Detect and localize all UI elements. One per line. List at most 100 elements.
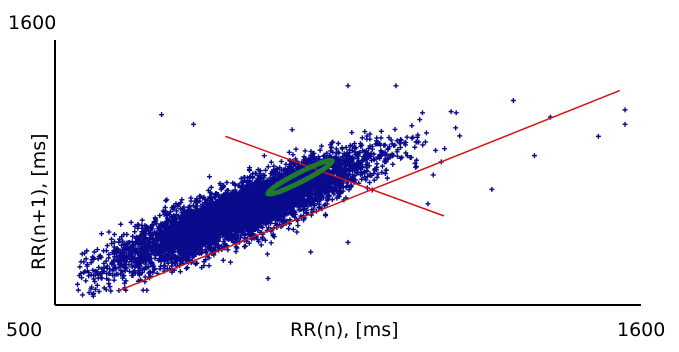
data-point [187, 250, 193, 256]
data-point [111, 231, 117, 237]
data-point [83, 278, 89, 284]
data-point [260, 224, 266, 230]
data-point [168, 209, 174, 215]
data-point [325, 196, 331, 202]
data-point [111, 277, 117, 283]
data-point [174, 208, 180, 214]
data-point [114, 246, 120, 252]
data-point [115, 246, 121, 252]
data-point [75, 281, 81, 287]
data-point [192, 205, 198, 211]
data-point [116, 239, 122, 245]
data-point [80, 292, 86, 298]
data-point [295, 223, 301, 229]
data-point [385, 146, 391, 152]
data-point [207, 194, 213, 200]
data-point [82, 268, 88, 274]
data-point [96, 289, 102, 294]
data-point [410, 134, 416, 140]
data-point [378, 128, 384, 134]
data-point [362, 129, 368, 135]
data-point [352, 145, 358, 151]
data-point [94, 282, 100, 288]
data-point [116, 253, 122, 259]
data-point [141, 267, 147, 273]
data-point [179, 197, 185, 203]
data-point [363, 162, 369, 168]
data-point [408, 154, 414, 160]
data-point [404, 153, 410, 159]
data-point [390, 161, 396, 167]
data-point [92, 286, 98, 292]
data-point [296, 207, 302, 213]
data-point [233, 249, 239, 255]
data-point [403, 150, 409, 156]
data-point [384, 175, 390, 181]
data-point [321, 153, 327, 159]
data-point [177, 251, 183, 257]
data-point [221, 241, 227, 247]
data-point [153, 251, 159, 257]
data-point [81, 259, 87, 265]
data-point [193, 260, 199, 266]
data-point [177, 206, 183, 212]
data-point [136, 263, 142, 269]
data-point [378, 135, 384, 141]
data-point [281, 167, 287, 173]
data-point [423, 130, 429, 136]
data-point [265, 164, 271, 170]
data-point [134, 248, 140, 254]
data-point [208, 184, 214, 190]
data-point [271, 234, 277, 240]
data-point [84, 248, 90, 254]
data-point [104, 243, 110, 249]
data-point [96, 264, 102, 270]
data-point [261, 175, 267, 181]
data-point [246, 232, 252, 238]
data-point [198, 250, 204, 256]
data-point [302, 148, 308, 154]
data-point [363, 177, 369, 183]
data-point [225, 196, 231, 202]
scatter-points [75, 97, 516, 299]
data-point [371, 156, 377, 162]
data-point [244, 226, 250, 232]
data-point [414, 139, 420, 145]
data-point [268, 159, 274, 165]
data-point [120, 238, 126, 244]
data-point [119, 234, 125, 240]
data-point [359, 176, 365, 182]
data-point [130, 272, 136, 278]
data-point [95, 275, 101, 281]
data-point [157, 230, 163, 236]
data-point [321, 203, 327, 209]
data-point [228, 259, 234, 265]
data-point [389, 151, 395, 157]
data-point [242, 232, 248, 238]
data-point [358, 169, 364, 175]
data-point [88, 260, 94, 266]
data-point [335, 140, 341, 146]
data-point [293, 146, 299, 152]
data-point [417, 117, 423, 123]
data-point [128, 219, 134, 225]
data-point [357, 150, 363, 156]
data-point [414, 134, 420, 140]
data-point [365, 173, 371, 179]
data-point [306, 195, 312, 201]
data-point [349, 130, 355, 136]
data-point [118, 221, 124, 227]
data-point [258, 242, 264, 248]
data-point [442, 146, 448, 152]
data-point [342, 156, 348, 162]
data-point [112, 239, 118, 245]
data-point [448, 109, 454, 115]
data-point [343, 171, 349, 177]
data-point [283, 170, 289, 176]
data-point [374, 135, 380, 141]
data-point [132, 229, 138, 235]
data-point [263, 167, 269, 173]
data-point [187, 203, 193, 209]
data-point [130, 233, 136, 239]
data-point [120, 275, 126, 281]
